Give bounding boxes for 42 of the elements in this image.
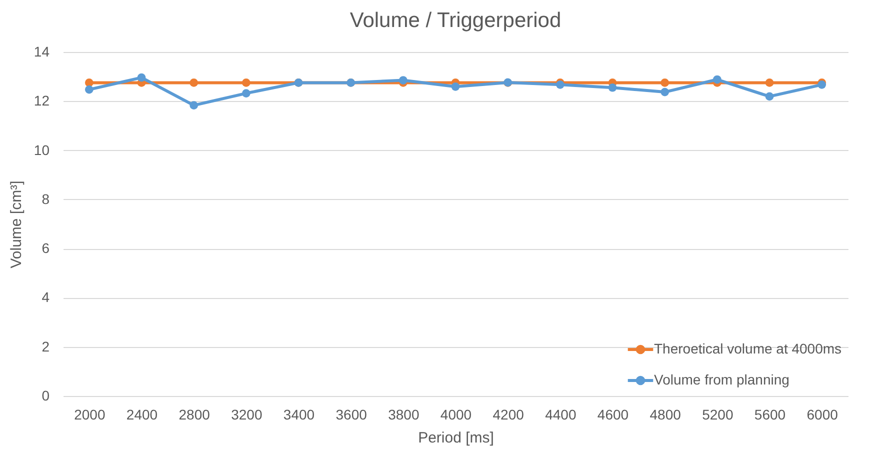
legend-label: Volume from planning	[654, 372, 790, 388]
y-tick-label: 10	[34, 142, 50, 158]
y-tick-label: 4	[42, 289, 50, 306]
x-tick-label: 2000	[74, 406, 106, 422]
y-tick-label: 12	[34, 92, 50, 109]
x-tick-label: 3200	[231, 406, 262, 422]
legend-label: Theroetical volume at 4000ms	[654, 340, 842, 356]
y-tick-label: 6	[42, 240, 50, 256]
x-tick-label: 4600	[597, 406, 629, 422]
chart-title: Volume / Triggerperiod	[350, 9, 562, 32]
x-tick-label: 4000	[440, 406, 472, 422]
y-tick-label: 2	[42, 338, 50, 354]
x-tick-label: 3600	[336, 406, 368, 422]
point	[608, 83, 617, 92]
y-axis-title: Volume [cm³]	[8, 180, 25, 268]
point	[398, 76, 408, 84]
point	[190, 78, 198, 87]
point	[660, 78, 670, 87]
x-tick-label: 2800	[178, 406, 210, 422]
point	[242, 89, 250, 98]
point	[137, 73, 146, 82]
point	[660, 88, 670, 96]
x-tick-label: 2400	[126, 406, 158, 422]
x-tick-label: 4200	[492, 406, 524, 422]
point	[190, 101, 198, 110]
point	[84, 85, 94, 94]
x-axis-title: Period [ms]	[418, 430, 494, 446]
x-tick-label: 4800	[650, 406, 682, 422]
x-tick-label: 4400	[545, 406, 576, 422]
x-tick-label: 5600	[754, 406, 786, 422]
x-tick-label: 3800	[388, 406, 420, 422]
y-tick-label: 14	[34, 44, 50, 60]
point	[765, 78, 774, 87]
x-tick-label: 5200	[702, 406, 734, 422]
x-tick-label: 6000	[806, 406, 838, 422]
y-tick-label: 8	[42, 190, 50, 207]
y-tick-label: 0	[42, 388, 50, 404]
x-tick-label: 3400	[283, 406, 315, 422]
point	[451, 82, 460, 91]
point	[712, 75, 722, 84]
point	[765, 92, 774, 101]
point	[242, 78, 250, 87]
